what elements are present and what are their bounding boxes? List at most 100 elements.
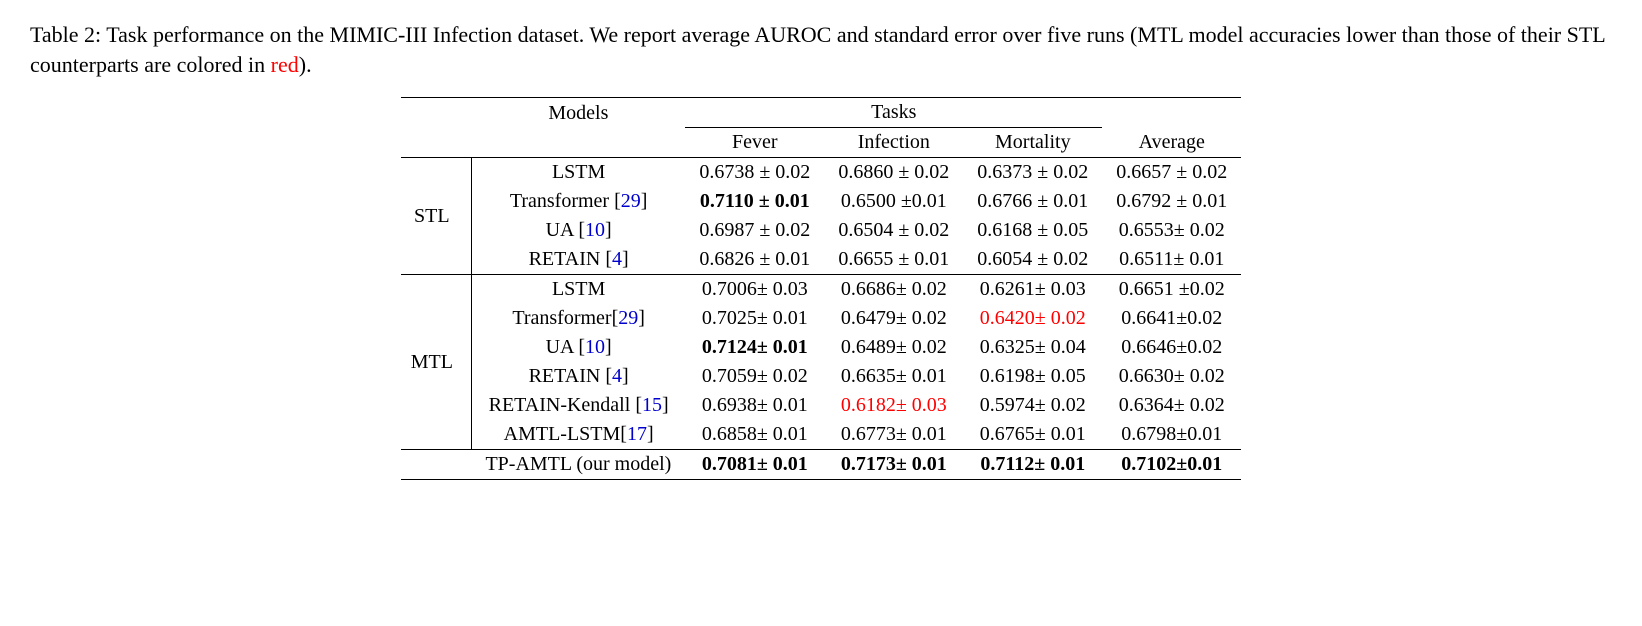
our-average: 0.7102±0.01 <box>1102 450 1241 480</box>
model-name: LSTM <box>471 275 685 305</box>
cell-average: 0.6364± 0.02 <box>1102 391 1241 420</box>
cell-infection: 0.6182± 0.03 <box>824 391 963 420</box>
cell-average: 0.6630± 0.02 <box>1102 362 1241 391</box>
cell-mortality: 0.5974± 0.02 <box>963 391 1102 420</box>
citation-link[interactable]: 29 <box>621 190 641 212</box>
mtl-body: MTL LSTM 0.7006± 0.030.6686± 0.020.6261± 0… <box>401 275 1242 450</box>
table-row: AMTL-LSTM[17]0.6858± 0.010.6773± 0.010.6… <box>401 420 1242 450</box>
cell-fever: 0.7006± 0.03 <box>685 275 824 305</box>
subheader-spacer <box>401 128 472 158</box>
cell-infection: 0.6504 ± 0.02 <box>824 216 963 245</box>
table-row: STLLSTM0.6738 ± 0.020.6860 ± 0.020.6373 … <box>401 158 1242 188</box>
cell-fever: 0.7124± 0.01 <box>685 333 824 362</box>
cell-infection: 0.6860 ± 0.02 <box>824 158 963 188</box>
model-label: Transformer <box>512 307 611 329</box>
cell-infection: 0.6655 ± 0.01 <box>824 245 963 275</box>
table-row: RETAIN [4]0.6826 ± 0.010.6655 ± 0.010.60… <box>401 245 1242 275</box>
model-label: UA <box>546 219 579 241</box>
cell-fever: 0.6738 ± 0.02 <box>685 158 824 188</box>
model-name: Transformer[29] <box>471 304 685 333</box>
model-label: RETAIN <box>529 248 606 270</box>
cell-average: 0.6798±0.01 <box>1102 420 1241 450</box>
cell-mortality: 0.6198± 0.05 <box>963 362 1102 391</box>
caption-body-1: Task performance on the MIMIC-III Infect… <box>30 22 1605 77</box>
header-models: Models <box>471 98 685 128</box>
our-fever: 0.7081± 0.01 <box>685 450 824 480</box>
cell-mortality: 0.6168 ± 0.05 <box>963 216 1102 245</box>
citation-link[interactable]: 10 <box>585 219 605 241</box>
cell-mortality: 0.6420± 0.02 <box>963 304 1102 333</box>
cell-fever: 0.7110 ± 0.01 <box>685 187 824 216</box>
cell-infection: 0.6686± 0.02 <box>824 275 963 305</box>
cell-mortality: 0.6054 ± 0.02 <box>963 245 1102 275</box>
subheader-spacer-2 <box>471 128 685 158</box>
citation-link[interactable]: 15 <box>642 394 662 416</box>
header-fever: Fever <box>685 128 824 158</box>
model-name: LSTM <box>471 158 685 188</box>
header-tasks: Tasks <box>685 98 1102 128</box>
model-label: RETAIN-Kendall <box>489 394 636 416</box>
cell-mortality: 0.6373 ± 0.02 <box>963 158 1102 188</box>
citation-link[interactable]: 10 <box>585 336 605 358</box>
cell-infection: 0.6773± 0.01 <box>824 420 963 450</box>
table-row: UA [10]0.6987 ± 0.020.6504 ± 0.020.6168 … <box>401 216 1242 245</box>
cell-infection: 0.6479± 0.02 <box>824 304 963 333</box>
cell-fever: 0.7025± 0.01 <box>685 304 824 333</box>
table-row: RETAIN [4]0.7059± 0.020.6635± 0.010.6198… <box>401 362 1242 391</box>
caption-prefix: Table 2: <box>30 22 101 47</box>
citation-link[interactable]: 29 <box>618 307 638 329</box>
model-name: Transformer [29] <box>471 187 685 216</box>
our-infection: 0.7173± 0.01 <box>824 450 963 480</box>
model-name: UA [10] <box>471 333 685 362</box>
citation-link[interactable]: 17 <box>627 423 647 445</box>
cell-mortality: 0.6765± 0.01 <box>963 420 1102 450</box>
cell-mortality: 0.6261± 0.03 <box>963 275 1102 305</box>
model-label: RETAIN <box>529 365 606 387</box>
cell-average: 0.6511± 0.01 <box>1102 245 1241 275</box>
cell-average: 0.6657 ± 0.02 <box>1102 158 1241 188</box>
cell-infection: 0.6635± 0.01 <box>824 362 963 391</box>
model-label: LSTM <box>552 278 605 300</box>
header-spacer-right <box>1102 98 1241 128</box>
header-infection: Infection <box>824 128 963 158</box>
table-row: Transformer[29]0.7025± 0.010.6479± 0.020… <box>401 304 1242 333</box>
model-name: RETAIN [4] <box>471 362 685 391</box>
model-label: LSTM <box>552 161 605 183</box>
citation-link[interactable]: 4 <box>612 365 622 387</box>
our-model-name: TP-AMTL (our model) <box>471 450 685 480</box>
caption-body-2: ). <box>299 52 312 77</box>
our-group-spacer <box>401 450 472 480</box>
model-name: UA [10] <box>471 216 685 245</box>
model-label: UA <box>546 336 579 358</box>
cell-mortality: 0.6325± 0.04 <box>963 333 1102 362</box>
cell-fever: 0.6938± 0.01 <box>685 391 824 420</box>
model-name: AMTL-LSTM[17] <box>471 420 685 450</box>
table-caption: Table 2: Task performance on the MIMIC-I… <box>30 20 1612 79</box>
cell-mortality: 0.6766 ± 0.01 <box>963 187 1102 216</box>
cell-fever: 0.6826 ± 0.01 <box>685 245 824 275</box>
cell-infection: 0.6500 ±0.01 <box>824 187 963 216</box>
group-label: STL <box>401 158 472 275</box>
header-spacer <box>401 98 472 128</box>
header-mortality: Mortality <box>963 128 1102 158</box>
model-name: RETAIN-Kendall [15] <box>471 391 685 420</box>
header-average: Average <box>1102 128 1241 158</box>
cell-average: 0.6792 ± 0.01 <box>1102 187 1241 216</box>
table-row: Transformer [29]0.7110 ± 0.010.6500 ±0.0… <box>401 187 1242 216</box>
cell-average: 0.6553± 0.02 <box>1102 216 1241 245</box>
cell-fever: 0.7059± 0.02 <box>685 362 824 391</box>
our-mortality: 0.7112± 0.01 <box>963 450 1102 480</box>
cell-average: 0.6651 ±0.02 <box>1102 275 1241 305</box>
cell-fever: 0.6858± 0.01 <box>685 420 824 450</box>
results-table: Models Tasks Fever Infection Mortality A… <box>401 97 1242 480</box>
cell-infection: 0.6489± 0.02 <box>824 333 963 362</box>
table-row: RETAIN-Kendall [15]0.6938± 0.010.6182± 0… <box>401 391 1242 420</box>
group-label: MTL <box>401 275 472 450</box>
cell-average: 0.6641±0.02 <box>1102 304 1241 333</box>
table-row: UA [10]0.7124± 0.010.6489± 0.020.6325± 0… <box>401 333 1242 362</box>
citation-link[interactable]: 4 <box>612 248 622 270</box>
cell-average: 0.6646±0.02 <box>1102 333 1241 362</box>
cell-fever: 0.6987 ± 0.02 <box>685 216 824 245</box>
model-label: AMTL-LSTM <box>504 423 621 445</box>
table-row: MTLLSTM0.7006± 0.030.6686± 0.020.6261± 0… <box>401 275 1242 305</box>
